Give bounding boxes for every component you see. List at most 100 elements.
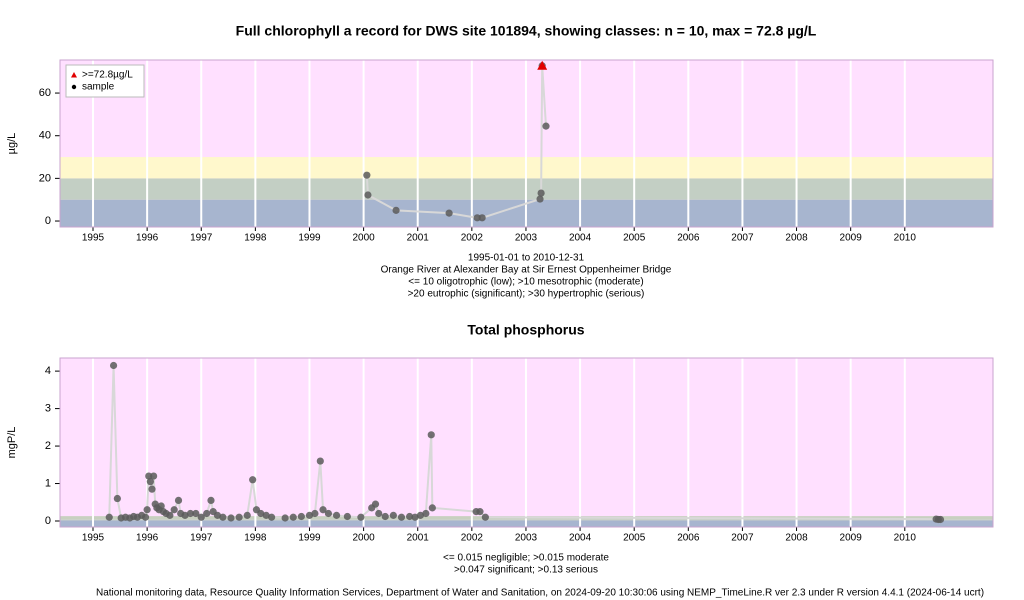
sample-point [235, 513, 243, 521]
sample-point [143, 506, 151, 514]
sample-point [392, 206, 400, 214]
footer: National monitoring data, Resource Quali… [96, 588, 984, 599]
x-tick-label: 2005 [623, 533, 646, 544]
x-tick-label: 2008 [785, 233, 808, 244]
plot-border [59, 357, 994, 528]
sample-point [422, 509, 430, 518]
sample-point [476, 508, 484, 516]
sample-point [281, 514, 289, 522]
legend-label: sample [82, 82, 115, 93]
x-tick-label: 2004 [569, 233, 592, 244]
legend-marker [71, 72, 77, 78]
x-tick-label: 2001 [407, 233, 430, 244]
x-tick-label: 2001 [407, 533, 430, 544]
sample-point [105, 513, 113, 521]
x-tick-label: 2006 [677, 233, 700, 244]
sample-point [416, 511, 425, 519]
sample-point [316, 457, 324, 465]
y-tick-label: 60 [39, 87, 51, 99]
x-tick-label: 2004 [569, 533, 592, 544]
sample-point [389, 511, 397, 519]
note: <= 10 oligotrophic (low); >10 mesotrophi… [408, 277, 643, 288]
sample-point [319, 506, 327, 514]
sample-point [166, 511, 174, 519]
sample-point [481, 513, 489, 521]
sample-point [936, 515, 945, 524]
sample-point [157, 502, 165, 510]
y-tick-label: 3 [45, 402, 51, 414]
sample-point [343, 512, 351, 521]
note: Orange River at Alexander Bay at Sir Ern… [381, 265, 672, 276]
x-tick-label: 1997 [190, 233, 213, 244]
sample-point [363, 171, 371, 179]
sample-point [297, 512, 305, 521]
sample-point [109, 361, 118, 370]
y-tick-label: 1 [45, 477, 51, 489]
x-tick-label: 1999 [298, 233, 321, 244]
sample-point [381, 512, 389, 521]
note: >0.047 significant; >0.13 serious [454, 565, 598, 576]
sample-point [257, 509, 265, 518]
sample-point [428, 504, 436, 512]
x-tick-label: 1996 [136, 233, 159, 244]
x-tick-label: 2002 [461, 533, 484, 544]
sample-point [427, 431, 435, 439]
sample-point [170, 506, 178, 514]
sample-point [289, 513, 297, 521]
sample-point [219, 513, 227, 521]
x-tick-label: 2009 [840, 233, 863, 244]
x-tick-label: 2000 [352, 533, 375, 544]
sample-point [148, 485, 156, 493]
sample-point [207, 496, 215, 504]
chart-title: Full chlorophyll a record for DWS site 1… [236, 23, 817, 39]
x-tick-label: 2003 [515, 233, 538, 244]
sample-point [445, 209, 453, 217]
sample-point [181, 511, 189, 519]
sample-point [146, 478, 154, 486]
x-tick-label: 2000 [352, 233, 375, 244]
legend-label: >=72.8µg/L [82, 70, 133, 81]
sample-point [371, 500, 380, 508]
y-tick-label: 2 [45, 440, 51, 452]
x-tick-label: 1996 [136, 533, 159, 544]
sample-point [141, 513, 150, 521]
sample-point [332, 511, 341, 519]
sample-point [375, 509, 383, 518]
y-tick-label: 20 [39, 172, 51, 184]
chart-title: Total phosphorus [467, 322, 584, 338]
sample-point [268, 513, 276, 521]
y-tick-label: 4 [45, 365, 51, 377]
x-tick-label: 2010 [894, 533, 917, 544]
x-tick-label: 1998 [244, 233, 267, 244]
sample-point [203, 509, 211, 518]
x-tick-label: 1997 [190, 533, 213, 544]
x-tick-label: 1998 [244, 533, 267, 544]
x-tick-label: 2009 [840, 533, 863, 544]
sample-point [197, 513, 205, 521]
y-tick-label: 0 [45, 215, 51, 227]
note: 1995-01-01 to 2010-12-31 [468, 253, 585, 264]
sample-point [357, 513, 365, 521]
sample-point [537, 189, 545, 197]
x-tick-label: 1999 [298, 533, 321, 544]
exceedance-marker [537, 60, 548, 70]
y-tick-label: 0 [45, 515, 51, 527]
sample-point [213, 511, 222, 519]
x-tick-label: 2007 [731, 533, 754, 544]
note: >20 eutrophic (significant); >30 hypertr… [408, 289, 645, 300]
sample-point [227, 514, 235, 522]
sample-point [536, 195, 544, 203]
x-tick-label: 1995 [82, 533, 105, 544]
y-tick-label: 40 [39, 130, 51, 142]
sample-point [305, 511, 314, 519]
sample-point [192, 509, 200, 518]
sample-point [243, 511, 251, 519]
note: <= 0.015 negligible; >0.015 moderate [443, 553, 609, 564]
sample-point [311, 509, 319, 518]
x-tick-label: 2002 [461, 233, 484, 244]
x-tick-label: 2005 [623, 233, 646, 244]
y-axis-label: mgP/L [6, 427, 18, 459]
sample-point [406, 512, 414, 521]
sample-point [542, 122, 550, 130]
